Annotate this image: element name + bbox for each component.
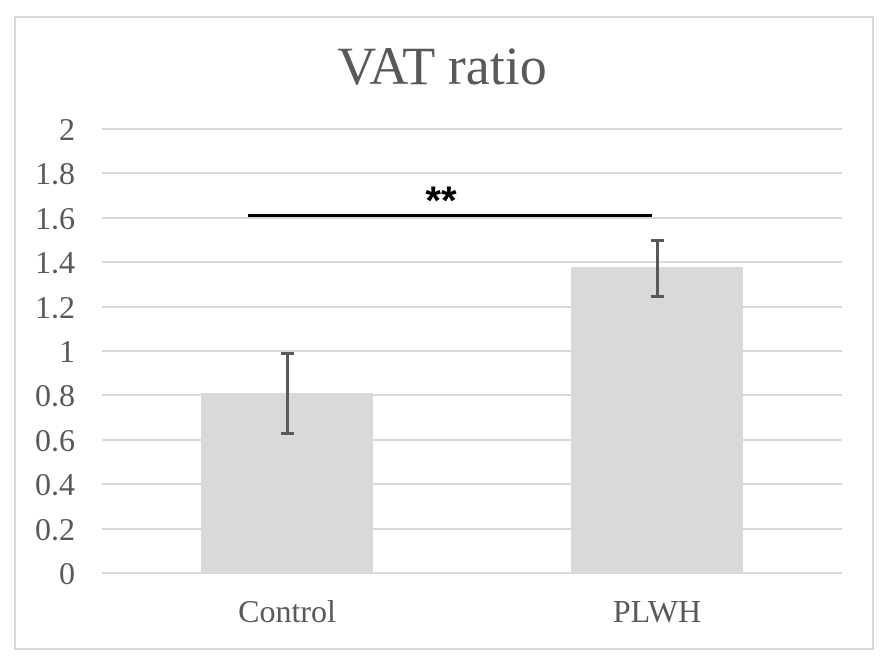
significance-line [248, 214, 652, 217]
y-axis-tick-label: 1.6 [35, 199, 75, 236]
y-axis-tick-label: 2 [59, 111, 75, 147]
y-axis-tick-label: 0 [59, 555, 75, 591]
chart-title: VAT ratio [337, 36, 547, 96]
x-axis-category-label: Control [238, 593, 336, 629]
x-axis-category-label: PLWH [612, 593, 702, 629]
y-axis-tick-label: 1 [59, 333, 75, 369]
bar-plwh [571, 266, 743, 573]
gridline [102, 438, 842, 441]
gridline [102, 216, 842, 219]
gridline [102, 527, 842, 530]
gridline [102, 350, 842, 352]
error-bar-cap [280, 432, 294, 436]
significance-label: ** [425, 179, 457, 223]
y-axis-tick-label: 0.2 [35, 510, 75, 547]
y-axis-tick-label: 0.8 [35, 377, 75, 414]
chart-border [14, 16, 874, 650]
gridline [102, 128, 842, 130]
gridline [102, 572, 842, 574]
error-bar-cap [650, 294, 664, 298]
y-axis-tick-label: 0.6 [35, 421, 75, 458]
error-bar-stem [285, 353, 289, 434]
gridline [102, 305, 842, 308]
y-axis-tick-label: 1.2 [35, 288, 75, 325]
error-bar-cap [280, 352, 294, 356]
gridline [102, 483, 842, 486]
gridline [102, 172, 842, 175]
y-axis-tick-label: 0.4 [35, 466, 75, 503]
y-axis-tick-label: 1.8 [35, 155, 75, 192]
error-bar-cap [650, 239, 664, 242]
y-axis-tick-label: 1.4 [35, 244, 75, 281]
error-bar-stem [655, 240, 659, 296]
gridline [102, 261, 842, 264]
gridline [102, 394, 842, 397]
